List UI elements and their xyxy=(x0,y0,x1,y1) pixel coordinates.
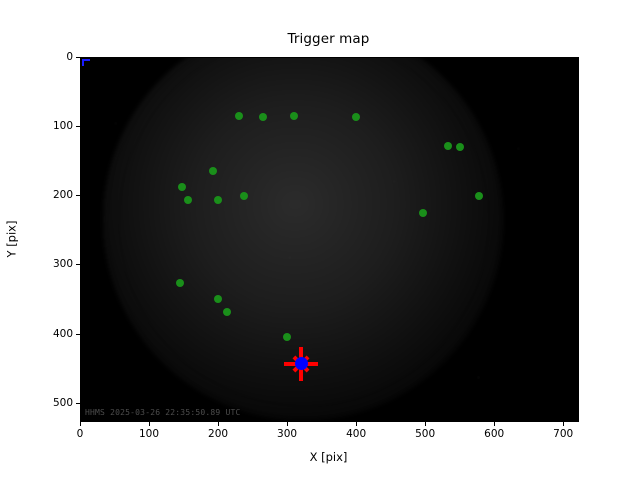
x-tick-mark xyxy=(149,422,151,426)
trigger-point xyxy=(208,166,217,175)
x-tick-label: 400 xyxy=(346,428,367,440)
x-tick-mark xyxy=(218,422,220,426)
x-tick-label: 100 xyxy=(138,428,160,440)
plot-area[interactable]: HHMS 2025-03-26 22:35:50.89 UTC xyxy=(80,57,579,422)
x-tick-label: 500 xyxy=(415,428,436,440)
trigger-point xyxy=(183,196,192,205)
y-tick-label: 100 xyxy=(52,120,73,133)
trigger-point xyxy=(177,183,186,192)
y-tick-label: 400 xyxy=(52,327,73,340)
y-tick-mark xyxy=(76,333,80,335)
x-axis-label: X [pix] xyxy=(309,450,348,464)
trigger-point xyxy=(235,112,244,121)
trigger-point xyxy=(474,192,483,201)
y-tick-label: 300 xyxy=(52,258,73,271)
y-tick-mark xyxy=(76,57,80,58)
y-tick-mark xyxy=(76,126,80,128)
trigger-point xyxy=(290,112,299,121)
x-tick-label: 0 xyxy=(76,428,84,440)
trigger-point xyxy=(455,142,464,151)
trigger-point xyxy=(214,294,223,303)
page-title: Trigger map xyxy=(287,31,370,47)
trigger-point xyxy=(443,141,452,150)
trigger-point xyxy=(239,192,248,201)
trigger-point xyxy=(222,307,231,316)
y-tick-label: 200 xyxy=(52,189,73,202)
y-tick-mark xyxy=(76,402,80,404)
image-noise-layer xyxy=(81,58,578,421)
source-marker-core-dot xyxy=(294,357,308,371)
trigger-point xyxy=(175,278,184,287)
y-tick-label: 500 xyxy=(52,396,73,409)
y-tick-mark xyxy=(76,195,80,197)
x-tick-label: 600 xyxy=(484,428,505,440)
x-tick-mark xyxy=(494,422,496,426)
timestamp-overlay: HHMS 2025-03-26 22:35:50.89 UTC xyxy=(85,408,241,417)
y-axis-label: Y [pix] xyxy=(0,57,22,420)
x-tick-mark xyxy=(356,422,358,426)
y-tick-mark xyxy=(76,264,80,266)
trigger-point xyxy=(419,208,428,217)
x-tick-mark xyxy=(80,422,81,426)
x-tick-mark xyxy=(287,422,289,426)
corner-marker-icon xyxy=(82,59,90,66)
trigger-point xyxy=(351,112,360,121)
x-tick-label: 300 xyxy=(277,428,298,440)
y-axis-label-text: Y [pix] xyxy=(4,220,18,257)
x-tick-label: 200 xyxy=(208,428,229,440)
y-tick-label: 0 xyxy=(66,51,73,63)
trigger-point xyxy=(259,112,268,121)
trigger-point xyxy=(282,333,291,342)
x-tick-label: 700 xyxy=(553,428,574,440)
trigger-point xyxy=(213,195,222,204)
x-tick-mark xyxy=(563,422,565,426)
x-tick-mark xyxy=(425,422,427,426)
